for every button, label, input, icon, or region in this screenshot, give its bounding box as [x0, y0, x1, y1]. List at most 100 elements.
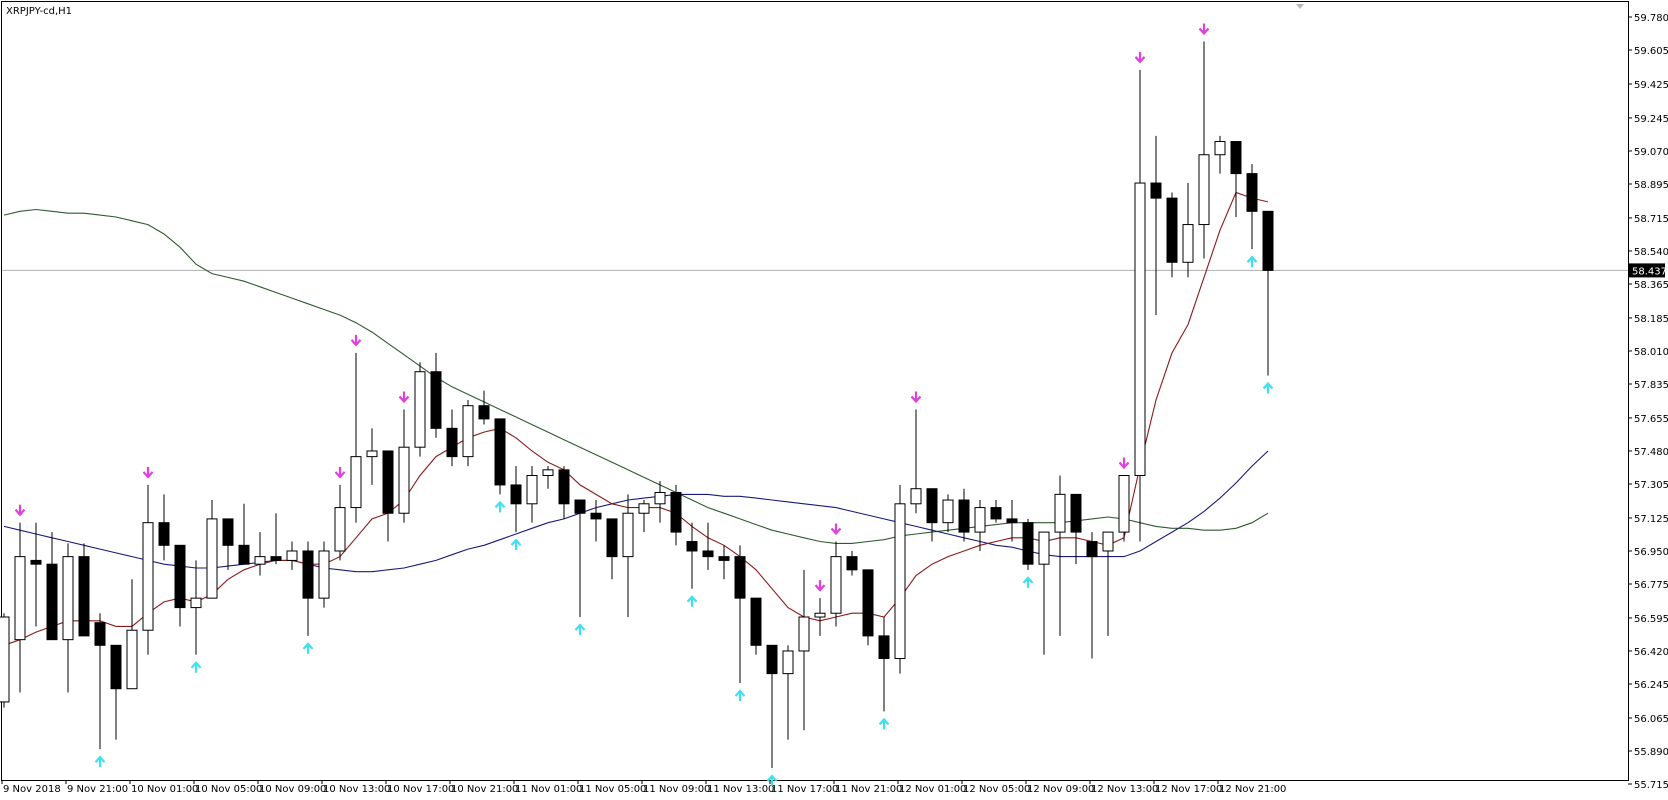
candle [958, 488, 970, 542]
candle [654, 481, 666, 523]
y-tick-label: 56.420 [1634, 647, 1668, 658]
candle-body-bull [190, 597, 202, 609]
candle-body-bear [238, 544, 250, 565]
sell-arrow-icon [350, 334, 362, 347]
candle-body-bear [430, 371, 442, 429]
candle [1198, 41, 1210, 259]
candle-body-bull [462, 405, 474, 458]
x-tick-label: 10 Nov 17:00 [387, 784, 454, 795]
candle-body-bull [414, 371, 426, 448]
candle-body-bull [126, 629, 138, 690]
candle-body-bear [574, 499, 586, 514]
candle-body-bear [1070, 493, 1082, 533]
candle-body-bear [686, 541, 698, 552]
candle [766, 644, 778, 768]
candle [942, 494, 954, 533]
candle-body-bear [1246, 173, 1258, 212]
y-tick-label: 55.890 [1634, 747, 1668, 758]
current-price-badge [1629, 263, 1665, 278]
candle-body-bear [110, 644, 122, 690]
candle [430, 352, 442, 438]
candle-body-bull [1182, 224, 1194, 263]
candle-body-bear [926, 488, 938, 524]
buy-arrow-icon [510, 538, 522, 551]
candle-body-bear [1150, 182, 1162, 199]
x-tick-label: 10 Nov 21:00 [451, 784, 518, 795]
candle-body-bull [814, 612, 826, 618]
candle-body-bull [1038, 531, 1050, 565]
candle [382, 450, 394, 542]
candle [750, 597, 762, 655]
x-tick-label: 12 Nov 05:00 [963, 784, 1030, 795]
candle [270, 513, 282, 565]
candle-body-bull [0, 616, 10, 703]
candle [574, 499, 586, 618]
candle [1262, 210, 1274, 376]
candle [1054, 475, 1066, 636]
candle [526, 466, 538, 523]
candle [846, 550, 858, 576]
y-tick-label: 59.605 [1634, 46, 1668, 57]
candle [110, 644, 122, 740]
candle-body-bull [14, 556, 26, 641]
sell-arrow-icon [14, 504, 26, 517]
candle-body-bull [206, 518, 218, 599]
candle [1182, 183, 1194, 278]
chart-shift-marker [1296, 4, 1304, 9]
candle-body-bear [1230, 141, 1242, 175]
buy-arrow-icon [302, 642, 314, 654]
candles [0, 41, 1274, 768]
y-tick-label: 58.185 [1634, 314, 1668, 325]
candle [638, 500, 650, 533]
y-tick-label: 55.715 [1634, 780, 1668, 791]
candle [1134, 69, 1146, 542]
candle [142, 484, 154, 655]
candle-body-bear [158, 522, 170, 546]
candle [1150, 135, 1162, 316]
candle-body-bear [862, 569, 874, 637]
y-tick-label: 56.595 [1634, 614, 1668, 625]
candle-body-bear [94, 622, 106, 646]
candle-body-bear [558, 469, 570, 505]
candle-body-bear [958, 499, 970, 533]
y-tick-label: 56.775 [1634, 580, 1668, 591]
candle-body-bear [222, 518, 234, 546]
x-tick-label: 12 Nov 01:00 [899, 784, 966, 795]
candle [558, 466, 570, 519]
buy-arrow-icon [734, 689, 746, 702]
candle-body-bear [670, 491, 682, 533]
candle-body-bear [510, 484, 522, 505]
candle-body-bull [1054, 493, 1066, 533]
x-tick-label: 11 Nov 17:00 [771, 784, 838, 795]
x-tick-label: 9 Nov 2018 [3, 784, 61, 795]
candle-body-bull [974, 507, 986, 533]
candle-body-bear [1262, 210, 1274, 271]
y-tick-label: 56.065 [1634, 714, 1668, 725]
x-tick-label: 10 Nov 09:00 [259, 784, 326, 795]
candle [926, 488, 938, 542]
candle [1086, 532, 1098, 659]
candle [1230, 141, 1242, 218]
candle [782, 645, 794, 740]
x-tick-label: 10 Nov 01:00 [131, 784, 198, 795]
candle [1102, 531, 1114, 636]
candle [894, 484, 906, 674]
x-tick-label: 11 Nov 21:00 [835, 784, 902, 795]
candle [974, 500, 986, 551]
candle-body-bull [910, 488, 922, 505]
candle-body-bull [350, 456, 362, 509]
candle [478, 390, 490, 425]
candle-body-bear [750, 597, 762, 646]
candle-body-bear [846, 556, 858, 571]
buy-arrow-icon [1246, 255, 1258, 268]
candle [494, 418, 506, 495]
candle-body-bear [718, 556, 730, 561]
sell-arrow-icon [142, 466, 154, 479]
candle-body-bear [478, 405, 490, 420]
candle-body-bull [526, 475, 538, 505]
candle [286, 541, 298, 570]
buy-arrow-icon [766, 774, 778, 786]
